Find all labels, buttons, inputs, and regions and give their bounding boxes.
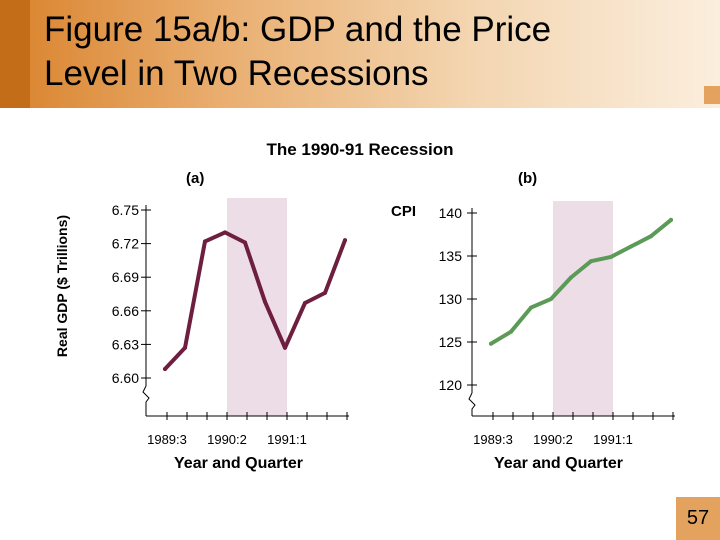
panel-b-label: (b) <box>518 170 538 187</box>
cpi-y-tick-label: 130 <box>439 291 463 307</box>
cpi-x-tick-label: 1989:3 <box>473 432 513 447</box>
slide-title-line1: Figure 15a/b: GDP and the Price <box>44 10 552 49</box>
cpi-recession-shade <box>553 201 613 416</box>
gdp-axis-break <box>142 385 150 416</box>
chart-subtitle: The 1990-91 Recession <box>266 140 454 159</box>
cpi-data-point <box>489 341 493 346</box>
cpi-data-point <box>589 259 593 264</box>
cpi-data-point <box>549 297 553 301</box>
cpi-y-axis-title: CPI <box>391 203 417 220</box>
cpi-series-line <box>489 217 673 346</box>
gdp-recession-shade <box>227 198 287 416</box>
cpi-data-point <box>669 217 673 222</box>
title-band <box>0 0 720 108</box>
title-accent-bar <box>0 0 30 108</box>
gdp-data-point <box>223 230 227 235</box>
gdp-x-tick-label: 1991:1 <box>267 432 307 447</box>
gdp-y-tick-label: 6.69 <box>112 269 139 285</box>
slide-title: Figure 15a/b: GDP and the Price Level in… <box>44 8 704 96</box>
cpi-x-tick-label: 1991:1 <box>593 432 633 447</box>
cpi-y-tick-label: 135 <box>439 248 463 264</box>
gdp-series-line <box>163 230 347 371</box>
gdp-data-point <box>343 238 347 243</box>
cpi-x-tick-label: 1990:2 <box>533 432 573 447</box>
cpi-x-axis-title: Year and Quarter <box>494 455 623 472</box>
title-accent-square <box>704 86 720 104</box>
cpi-data-point <box>509 329 513 334</box>
cpi-axis-break <box>468 392 476 416</box>
cpi-data-point <box>609 254 613 259</box>
gdp-data-point <box>183 345 187 350</box>
gdp-y-tick-label: 6.63 <box>112 336 139 352</box>
gdp-y-tick-label: 6.72 <box>112 236 139 252</box>
panel-a-label: (a) <box>186 170 205 187</box>
gdp-data-point <box>243 240 247 245</box>
gdp-x-tick-label: 1990:2 <box>207 432 247 447</box>
gdp-x-axis-title: Year and Quarter <box>174 455 303 472</box>
gdp-x-tick-label: 1989:3 <box>147 432 187 447</box>
gdp-y-tick-label: 6.66 <box>112 303 139 319</box>
gdp-data-point <box>283 345 287 350</box>
gdp-data-point <box>203 239 207 244</box>
gdp-data-point <box>303 301 307 305</box>
page-number: 57 <box>686 507 710 529</box>
gdp-data-point <box>263 299 267 304</box>
cpi-data-point <box>529 305 533 310</box>
gdp-data-point <box>163 367 167 371</box>
cpi-y-tick-label: 140 <box>439 205 463 221</box>
cpi-y-tick-label: 120 <box>439 377 463 393</box>
page-number-badge: 57 <box>676 497 720 540</box>
slide-title-line2: Level in Two Recessions <box>44 54 429 93</box>
cpi-data-point <box>649 234 653 239</box>
cpi-data-point <box>629 244 633 249</box>
cpi-y-tick-label: 125 <box>439 334 463 350</box>
gdp-y-tick-label: 6.60 <box>112 370 139 386</box>
gdp-y-tick-label: 6.75 <box>112 202 139 218</box>
gdp-data-point <box>323 290 327 295</box>
cpi-data-point <box>569 275 573 280</box>
